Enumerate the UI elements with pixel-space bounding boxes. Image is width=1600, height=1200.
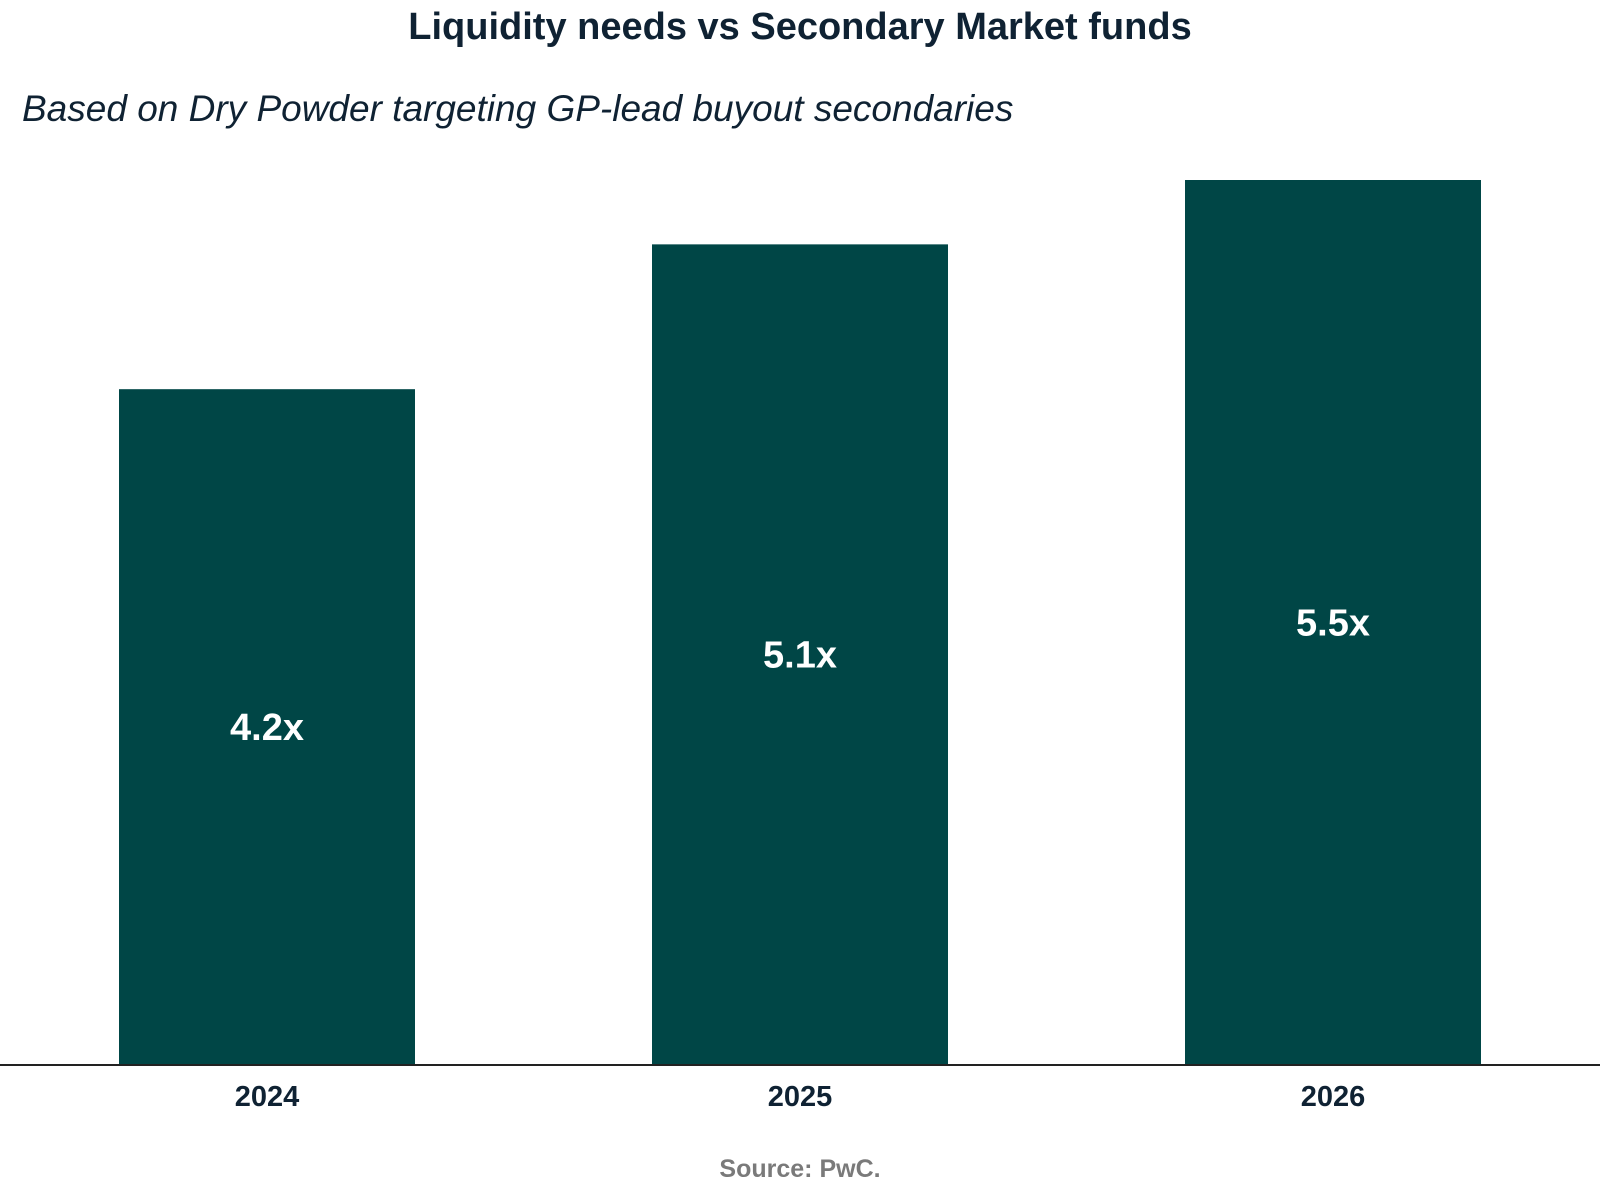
bar-2024 bbox=[119, 389, 415, 1065]
x-tick-label-2026: 2026 bbox=[1301, 1081, 1366, 1113]
data-label-2024: 4.2x bbox=[230, 707, 304, 749]
data-label-2025: 5.1x bbox=[763, 635, 837, 677]
bars-layer: 4.2x 5.1x 5.5x bbox=[119, 180, 1481, 1065]
source-note: Source: PwC. bbox=[719, 1155, 881, 1183]
x-tick-label-2025: 2025 bbox=[768, 1081, 833, 1113]
x-tick-labels: 2024 2025 2026 bbox=[235, 1081, 1366, 1113]
bar-2025 bbox=[652, 244, 948, 1065]
chart-subtitle: Based on Dry Powder targeting GP-lead bu… bbox=[22, 88, 1014, 129]
bar-2026 bbox=[1185, 180, 1481, 1065]
x-tick-label-2024: 2024 bbox=[235, 1081, 300, 1113]
chart-title: Liquidity needs vs Secondary Market fund… bbox=[408, 6, 1192, 48]
data-label-2026: 5.5x bbox=[1296, 603, 1370, 645]
